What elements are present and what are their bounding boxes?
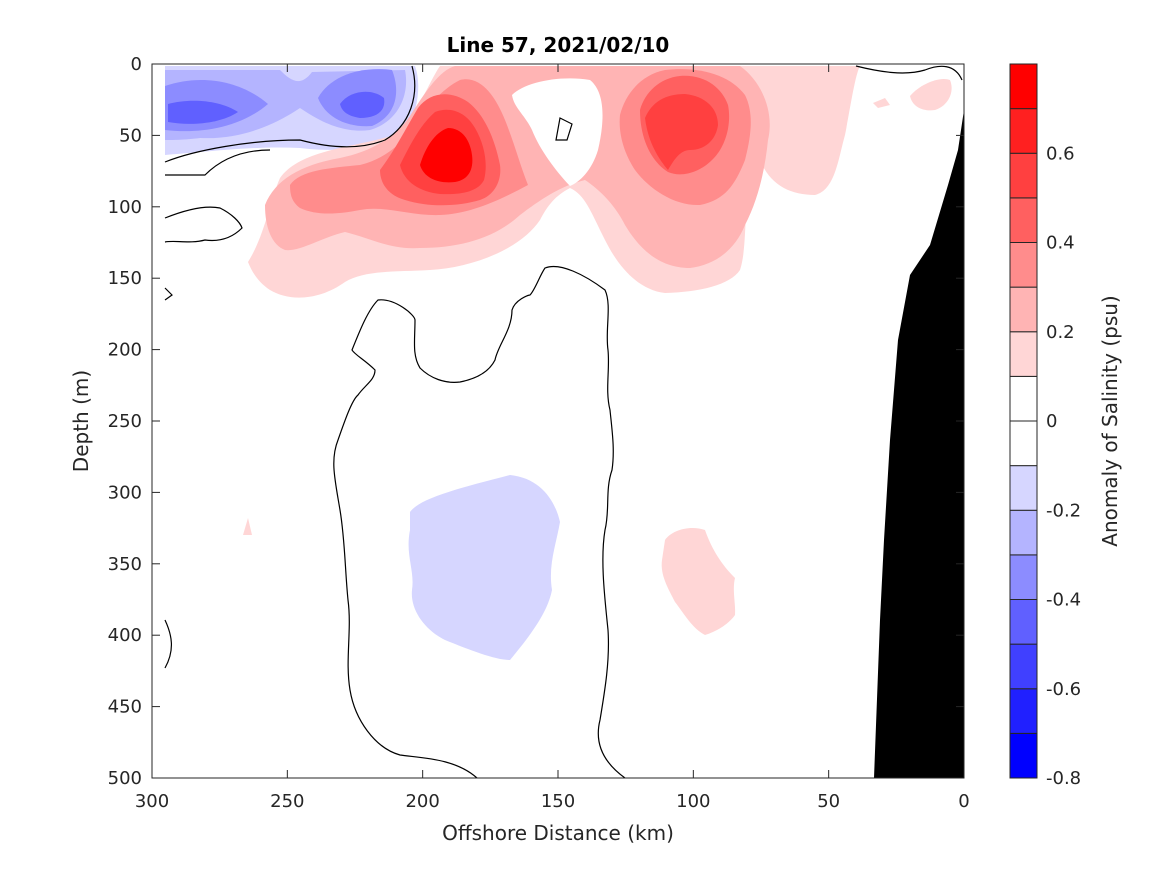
x-axis-title: Offshore Distance (km) (442, 821, 674, 845)
colorbar-level (1009, 242, 1038, 288)
zero-contour-small-loop (555, 117, 573, 141)
colorbar (1009, 63, 1038, 779)
salty-nearshore-blob (910, 78, 952, 111)
chart-title: Line 57, 2021/02/10 (447, 33, 670, 57)
colorbar-level (1009, 465, 1038, 511)
y-tick-label: 250 (108, 411, 142, 432)
salty-anomaly-speck (243, 518, 252, 535)
x-tick-label: 150 (541, 791, 575, 812)
x-tick-label: 100 (676, 791, 710, 812)
zero-contour-topright (855, 65, 963, 81)
colorbar-level (1009, 286, 1038, 333)
colorbar-level (1009, 554, 1038, 600)
colorbar-level (1009, 197, 1038, 243)
x-tick-label: 50 (817, 791, 840, 812)
y-tick-label: 50 (119, 125, 142, 146)
x-tick-label: 0 (958, 791, 969, 812)
y-tick-label: 450 (108, 697, 142, 718)
colorbar-level (1009, 509, 1038, 556)
fresh-anomaly-deep (408, 475, 560, 660)
colorbar-tick-label: -0.4 (1046, 590, 1081, 611)
colorbar-level (1009, 108, 1038, 154)
colorbar-tick-label: 0.6 (1046, 143, 1075, 164)
colorbar-tick-label: 0.4 (1046, 233, 1075, 254)
y-tick-label: 500 (108, 768, 142, 789)
y-tick-label: 200 (108, 340, 142, 361)
colorbar-level (1009, 732, 1038, 779)
colorbar-title: Anomaly of Salinity (psu) (1098, 295, 1122, 546)
colorbar-level (1009, 420, 1038, 467)
colorbar-level (1009, 63, 1038, 110)
zero-contour-central (333, 266, 626, 779)
salty-core (420, 128, 473, 183)
zero-contours (164, 65, 963, 779)
fresh-core-b (340, 91, 385, 118)
colorbar-tick-label: -0.6 (1046, 679, 1081, 700)
y-tick-label: 0 (131, 54, 142, 75)
x-tick-label: 200 (405, 791, 439, 812)
zero-contour-bottom-left (164, 619, 172, 669)
y-axis: 0 50 100 150 200 250 300 350 400 450 500 (108, 54, 964, 789)
zero-contour-upper-2 (165, 149, 271, 176)
colorbar-level (1009, 599, 1038, 645)
salty-region-level-5b (645, 94, 718, 170)
colorbar-level (1009, 643, 1038, 690)
y-tick-label: 150 (108, 268, 142, 289)
colorbar-tick-label: -0.8 (1046, 768, 1081, 789)
colorbar-frame (1009, 63, 1038, 779)
fresh-core-a (168, 100, 238, 124)
colorbar-level (1009, 152, 1038, 199)
zero-contour-left-tick (164, 287, 173, 301)
contour-fills (165, 66, 952, 660)
zero-contour-left (164, 206, 243, 243)
colorbar-level (1009, 375, 1038, 422)
bathymetry (874, 110, 964, 778)
x-tick-label: 300 (135, 791, 169, 812)
salty-anomaly-deep (661, 528, 736, 635)
y-tick-label: 350 (108, 554, 142, 575)
colorbar-level (1009, 688, 1038, 734)
y-tick-label: 300 (108, 482, 142, 503)
y-axis-title: Depth (m) (69, 370, 93, 472)
colorbar-tick-label: 0 (1046, 411, 1057, 432)
colorbar-ticks: -0.8 -0.6 -0.4 -0.2 0 0.2 0.4 0.6 (1046, 143, 1081, 789)
y-tick-label: 100 (108, 197, 142, 218)
x-tick-label: 250 (270, 791, 304, 812)
y-tick-label: 400 (108, 625, 142, 646)
x-axis: 300 250 200 150 100 50 0 (135, 64, 970, 812)
colorbar-tick-label: 0.2 (1046, 322, 1075, 343)
zero-contour-upper (164, 65, 416, 163)
colorbar-level (1009, 331, 1038, 377)
salty-nearshore-dot (873, 98, 890, 108)
colorbar-tick-label: -0.2 (1046, 500, 1081, 521)
